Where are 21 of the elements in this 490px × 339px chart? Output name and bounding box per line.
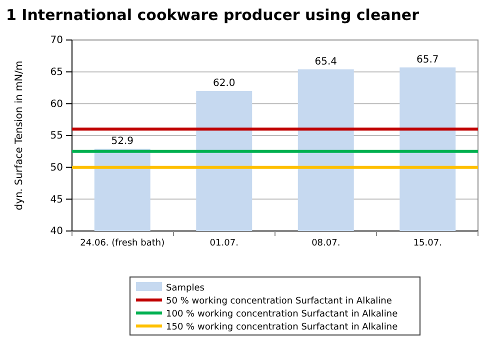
legend-label: Samples [166,284,205,294]
y-tick-label: 70 [50,35,63,46]
x-tick-label: 08.07. [312,238,340,248]
y-tick-label: 65 [50,67,63,78]
x-tick-label: 01.07. [210,238,238,248]
legend-label: 100 % working concentration Surfactant in Alkaline [166,310,398,320]
x-tick-label: 15.07. [413,238,442,248]
data-label: 65.4 [314,56,338,68]
y-tick-label: 50 [50,162,63,174]
y-tick-label: 40 [50,226,63,238]
legend-label: 150 % working concentration Surfactant in Alkaline [166,322,398,332]
data-label: 52.9 [111,136,134,147]
chart-title: 1 International cookware producer using cleaner [6,6,420,24]
legend-label: 50 % working concentration Surfactant in Alkaline [166,296,392,306]
data-label: 65.7 [416,54,439,66]
data-label: 62.0 [212,78,236,89]
y-axis-title: dyn. Surface Tension in mN/m [14,60,25,210]
y-tick-label: 60 [50,98,63,110]
x-tick-label: 24.06. (fresh bath) [80,238,165,248]
y-tick-label: 45 [50,194,63,206]
y-tick-label: 55 [50,130,63,142]
